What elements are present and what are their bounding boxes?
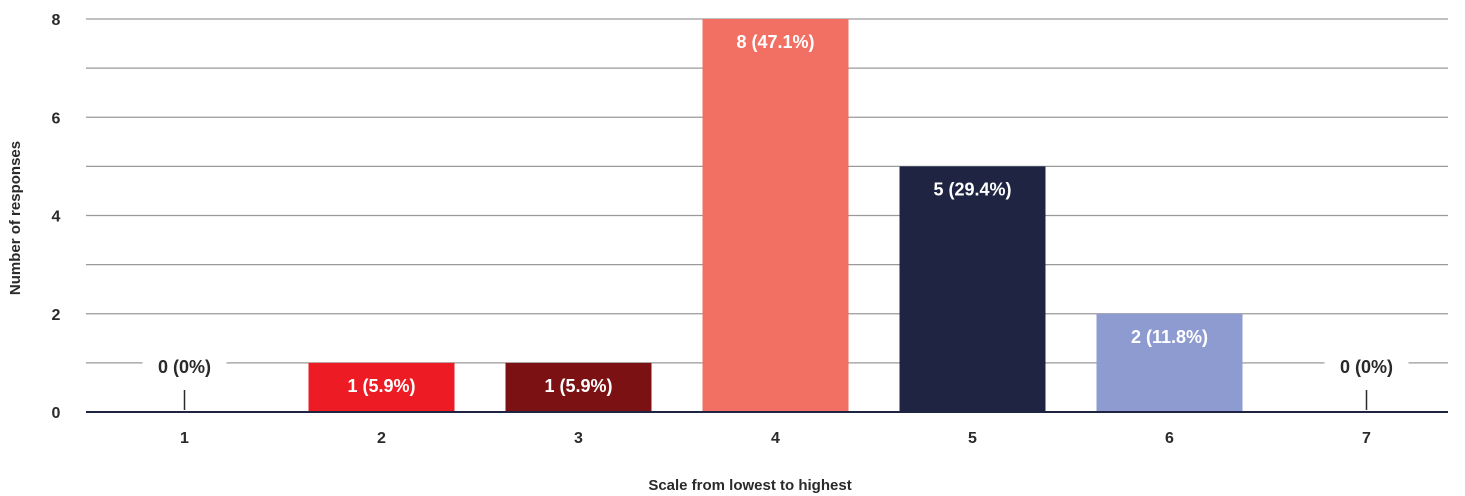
x-tick-label: 3 (574, 430, 583, 447)
zero-label-background (142, 350, 227, 382)
x-axis-title: Scale from lowest to highest (648, 477, 851, 494)
x-tick-label: 1 (180, 430, 189, 447)
data-labels: 0 (0%) 1 (5.9%) 1 (5.9%) 8 (47.1%) 5 (29.4%)… (142, 32, 1409, 396)
x-tick-label: 7 (1362, 430, 1371, 447)
y-tick-label: 8 (52, 12, 61, 29)
bar (505, 362, 652, 412)
data-label: 0 (0%) (1340, 357, 1393, 377)
y-tick-label: 2 (52, 307, 61, 324)
bar (899, 166, 1046, 412)
data-label: 1 (5.9%) (544, 376, 612, 396)
x-tick-label: 6 (1165, 430, 1174, 447)
bar (702, 19, 849, 412)
data-label: 0 (0%) (158, 357, 211, 377)
data-label: 1 (5.9%) (347, 376, 415, 396)
data-label: 8 (47.1%) (736, 32, 814, 52)
y-tick-label: 0 (52, 405, 61, 422)
x-tick-label: 2 (377, 430, 386, 447)
data-label: 5 (29.4%) (933, 179, 1011, 199)
zero-label-background (1324, 350, 1409, 382)
y-tick-label: 6 (52, 110, 61, 127)
y-tick-label: 4 (52, 209, 61, 226)
y-axis-title: Number of responses (7, 141, 24, 295)
data-label: 2 (11.8%) (1131, 327, 1208, 347)
bar (1096, 313, 1243, 412)
bar (308, 362, 455, 412)
bars (183, 19, 1368, 412)
x-tick-label: 4 (771, 430, 780, 447)
axes: 0 2 4 6 8 1 2 3 4 5 6 7 (52, 12, 1448, 447)
x-tick-label: 5 (968, 430, 977, 447)
